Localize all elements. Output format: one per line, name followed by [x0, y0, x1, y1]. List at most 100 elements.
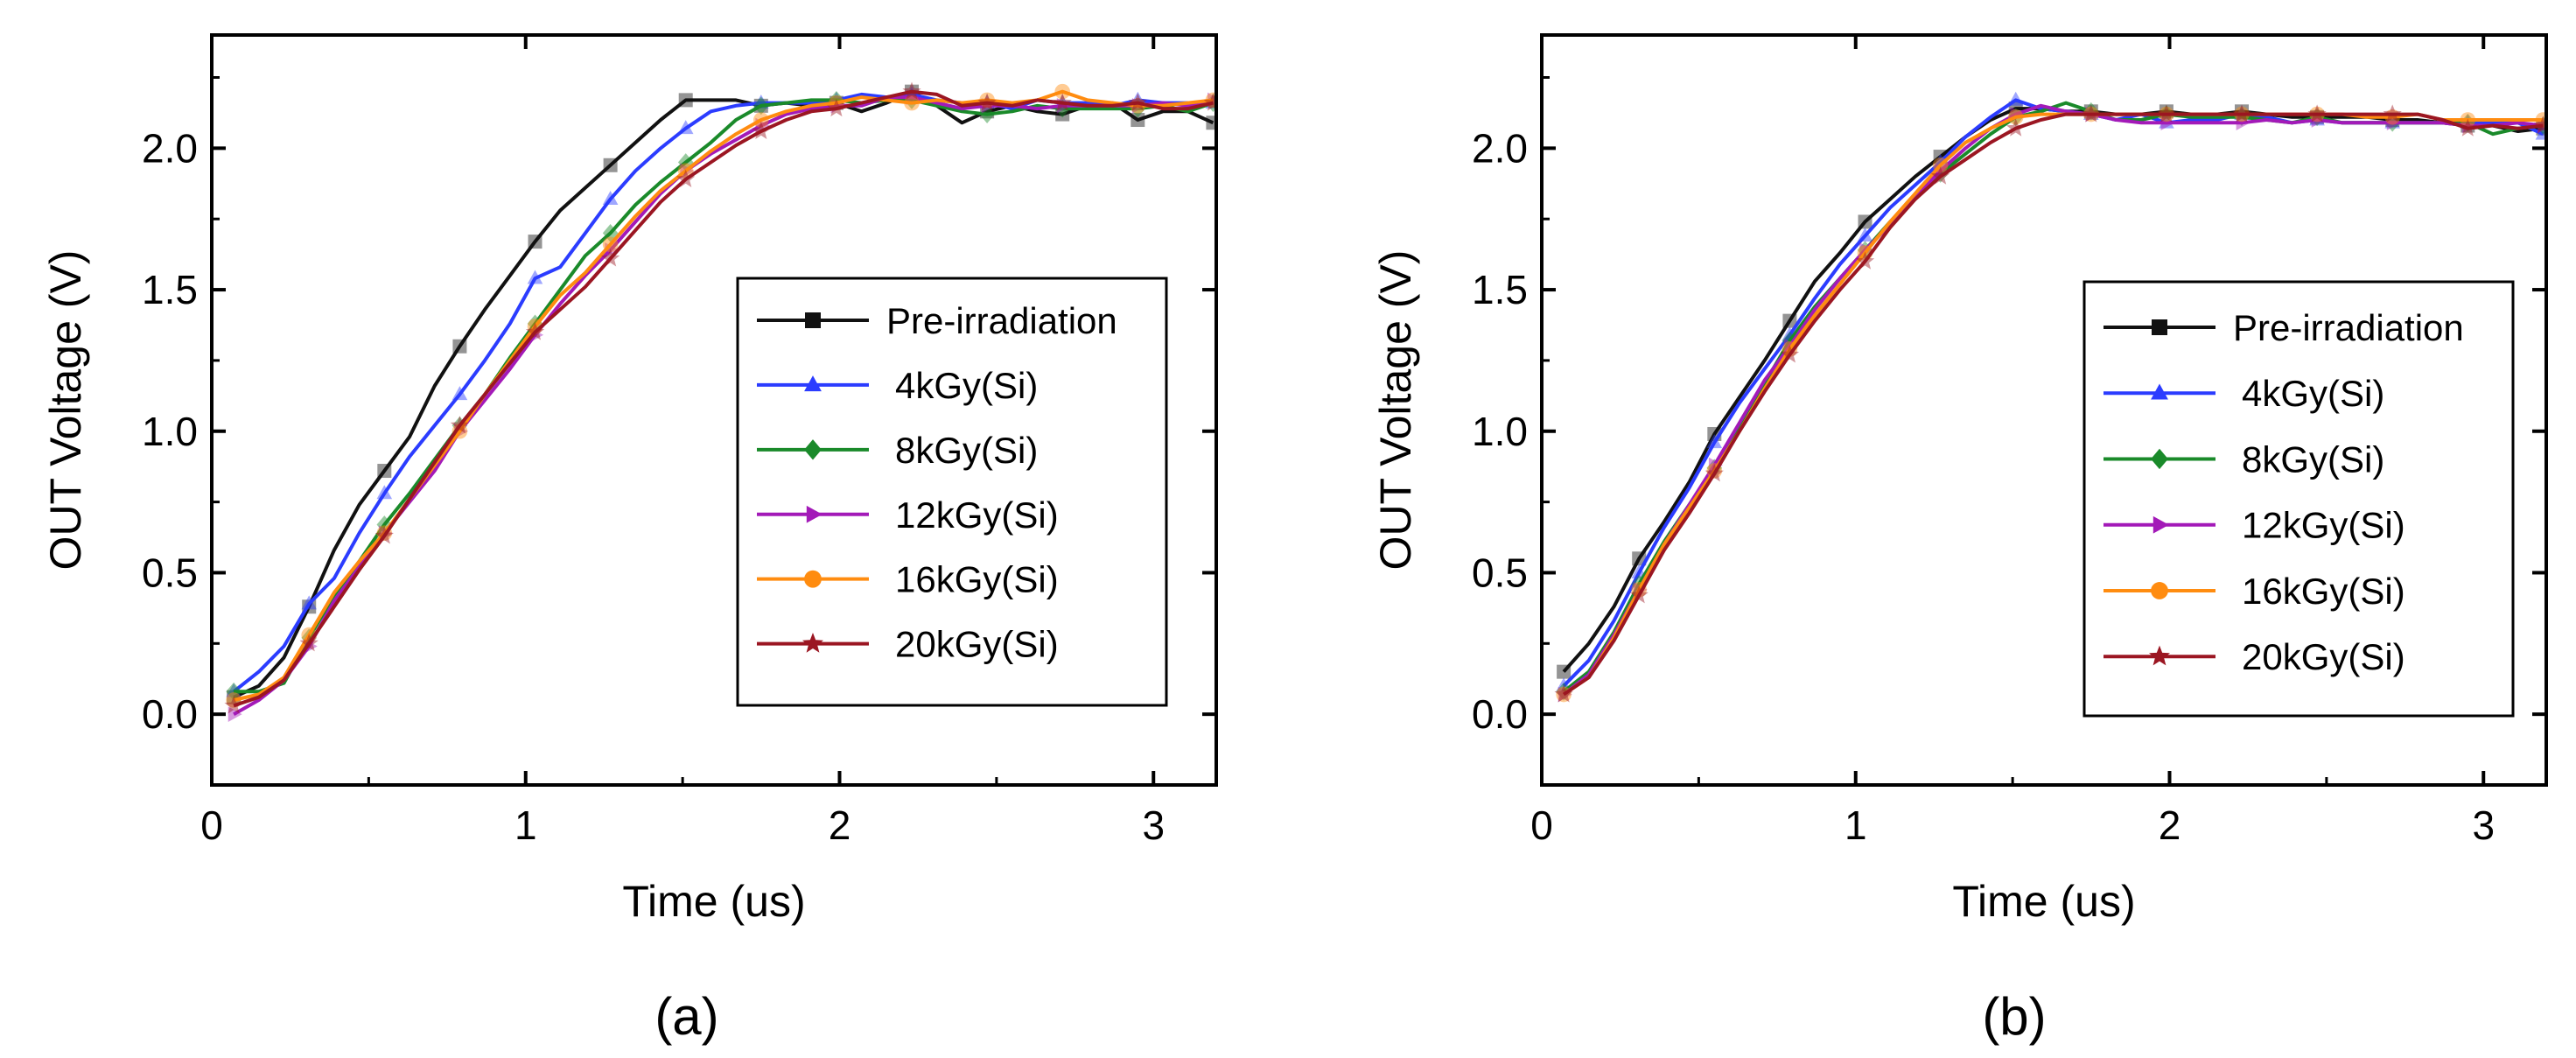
data-point	[1203, 93, 1216, 111]
data-point	[752, 121, 771, 140]
data-point	[1704, 464, 1724, 482]
data-point	[1130, 113, 1145, 128]
data-point	[1556, 682, 1572, 701]
data-point	[1782, 341, 1798, 357]
data-point	[1053, 93, 1072, 111]
legend-box	[736, 277, 1168, 707]
data-point	[2082, 104, 2101, 123]
x-tick-label: 1	[1844, 802, 1867, 848]
x-axis-label: Time (us)	[622, 877, 805, 926]
data-point	[452, 423, 468, 439]
data-point	[1554, 684, 1573, 703]
series-group	[224, 81, 1216, 722]
y-tick-label: 2.0	[1472, 125, 1528, 171]
data-point	[678, 93, 693, 108]
y-tick-label: 1.0	[142, 409, 198, 454]
data-point	[1932, 157, 1949, 173]
legend: Pre-irradiation 4kGy(Si) 8kGy(Si) 12kGy(Si)…	[736, 277, 1168, 707]
data-point	[2309, 108, 2325, 127]
data-point	[527, 270, 543, 284]
legend-marker	[804, 439, 822, 460]
data-point	[374, 526, 394, 544]
data-point	[1782, 331, 1798, 350]
data-point	[1932, 153, 1949, 168]
legend-marker	[2151, 448, 2168, 470]
y-tick-label: 2.0	[142, 125, 198, 171]
data-point	[2535, 112, 2546, 128]
data-point	[1857, 228, 1873, 242]
panel-label: (b)	[1982, 987, 2046, 1046]
chart-panel-a: 0.0 0.5 1.0 1.5 2.0 0 1 2 3 Time (us) OUT Voltage …	[41, 33, 1218, 1046]
data-point	[1780, 345, 1800, 363]
data-point	[2007, 109, 2024, 125]
data-point	[303, 638, 318, 655]
legend-marker	[2151, 383, 2168, 400]
x-tick-label: 3	[1142, 802, 1165, 848]
data-point	[1206, 116, 1216, 130]
legend-marker	[802, 633, 823, 653]
data-point	[299, 634, 318, 652]
data-point	[2232, 104, 2251, 123]
data-point	[450, 416, 470, 434]
data-point	[2386, 115, 2401, 131]
data-point	[2458, 118, 2477, 137]
data-point	[2383, 104, 2402, 123]
data-point	[2007, 91, 2024, 106]
data-point	[1932, 165, 1949, 183]
chart-panel-b: 0.0 0.5 1.0 1.5 2.0 0 1 2 3 Time (us) OUT Voltage …	[1371, 33, 2548, 1046]
data-point	[602, 236, 619, 253]
legend-marker	[2152, 515, 2169, 534]
y-axis-label: OUT Voltage (V)	[1371, 250, 1420, 571]
data-point	[2535, 125, 2546, 140]
legend-label: 16kGy(Si)	[895, 559, 1059, 600]
data-point	[525, 322, 545, 340]
data-point	[2311, 112, 2326, 128]
legend-marker	[804, 375, 822, 392]
data-point	[1632, 551, 1647, 566]
data-point	[979, 105, 995, 123]
data-point	[452, 386, 468, 401]
data-point	[2160, 115, 2175, 131]
data-point	[377, 464, 392, 479]
legend-label: 4kGy(Si)	[2242, 373, 2384, 414]
data-point	[1055, 107, 1070, 122]
data-point	[977, 93, 997, 111]
legend-label: 16kGy(Si)	[2242, 571, 2405, 612]
data-point	[1557, 664, 1572, 679]
data-point	[1855, 251, 1875, 270]
data-point	[452, 339, 467, 354]
series-line-0	[233, 89, 1214, 699]
data-point	[753, 112, 769, 128]
data-point	[2236, 115, 2250, 131]
data-point	[1128, 93, 1147, 111]
series-line-5	[233, 89, 1214, 708]
data-point	[301, 595, 318, 610]
legend-box	[2082, 280, 2515, 718]
data-point	[2006, 118, 2026, 137]
data-point	[676, 169, 696, 187]
data-point	[1858, 214, 1872, 229]
plot-frame	[210, 33, 1218, 787]
legend-label: 20kGy(Si)	[895, 624, 1059, 665]
x-tick-label: 1	[514, 802, 537, 848]
legend-marker	[2149, 645, 2170, 666]
x-tick-label: 2	[2159, 802, 2181, 848]
legend-label: 4kGy(Si)	[895, 365, 1038, 406]
data-point	[600, 249, 620, 267]
legend-label: Pre-irradiation	[886, 300, 1117, 341]
legend-marker	[2152, 319, 2167, 335]
legend-marker	[806, 505, 822, 523]
plot-frame	[1540, 33, 2548, 787]
data-point	[2234, 108, 2250, 127]
y-tick-label: 0.0	[1472, 691, 1528, 737]
y-axis-label: OUT Voltage (V)	[41, 250, 90, 571]
series-group	[1554, 91, 2546, 703]
data-point	[2157, 104, 2176, 123]
x-tick-label: 2	[829, 802, 851, 848]
legend: Pre-irradiation 4kGy(Si) 8kGy(Si) 12kGy(Si)…	[2082, 280, 2515, 718]
data-point	[1629, 585, 1648, 604]
data-point	[1708, 457, 1723, 473]
legend-label: 12kGy(Si)	[895, 494, 1059, 536]
series-line-3	[1562, 103, 2544, 697]
